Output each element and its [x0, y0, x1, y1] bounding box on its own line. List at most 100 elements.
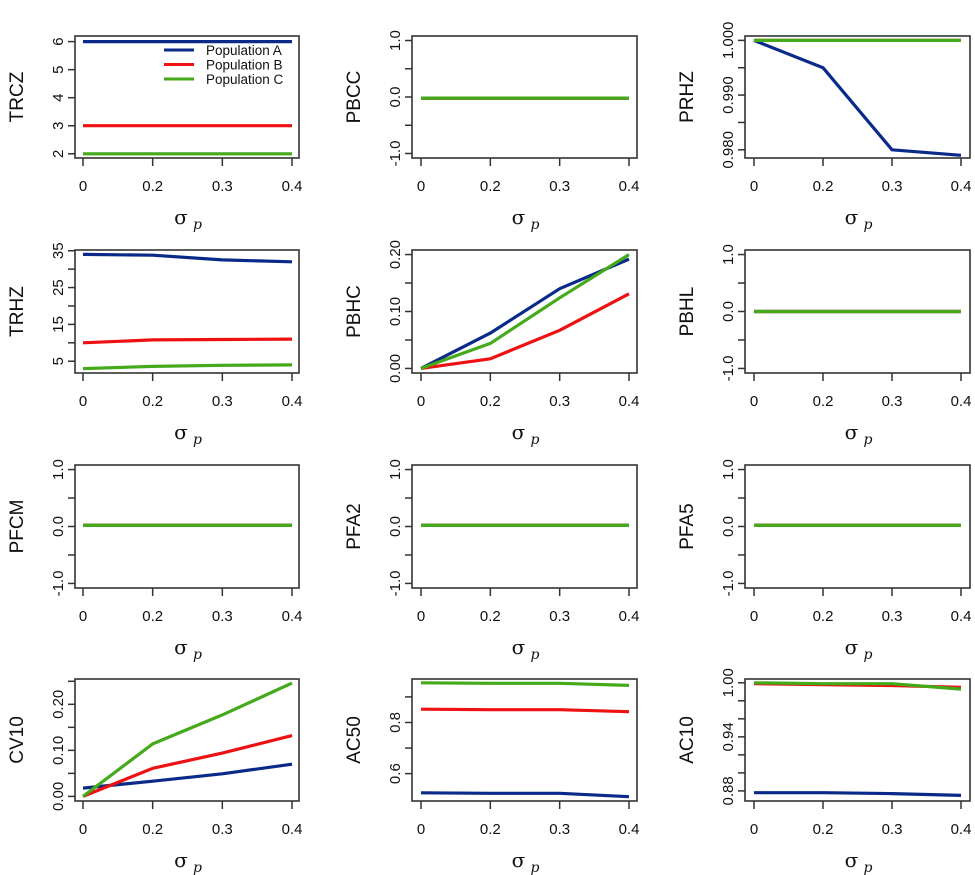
y-axis-title: PFCM — [7, 500, 28, 554]
x-tick-label: 0.4 — [619, 393, 640, 410]
panel-pfcm: -1.0 0.0 1.0 0 0.2 0.3 0.4 PFCM σ p — [7, 459, 302, 663]
y-tick-label: 1.0 — [387, 30, 404, 51]
y-tick-label: 0.0 — [387, 87, 404, 108]
x-axis-title-subscript: p — [531, 860, 540, 875]
y-tick-label: 25 — [50, 279, 67, 296]
panel-ac50: 0.6 0.8 0 0.2 0.3 0.4 AC50 σ p — [344, 678, 640, 875]
x-tick-label: 0.3 — [549, 178, 570, 195]
x-axis-title-subscript: p — [531, 217, 540, 233]
y-axis-title: PRHZ — [677, 71, 698, 123]
x-tick-label: 0 — [79, 393, 87, 410]
x-tick-label: 0.3 — [212, 821, 233, 838]
y-tick-label: 1.0 — [50, 459, 67, 480]
x-tick-label: 0.2 — [142, 393, 163, 410]
series-line-population-a — [82, 762, 293, 790]
series-line-population-a — [754, 791, 962, 797]
y-tick-label: 1.00 — [720, 668, 737, 697]
x-axis-title: σ — [512, 420, 526, 444]
y-axis-title: PBCC — [344, 71, 365, 124]
x-tick-label: 0.2 — [480, 608, 501, 625]
y-tick-label: 1.000 — [720, 22, 737, 60]
y-tick-label: 0.0 — [387, 516, 404, 537]
x-tick-label: 0 — [417, 393, 425, 410]
series-line-population-b — [82, 734, 293, 798]
y-axis-title: PFA2 — [344, 503, 365, 549]
x-tick-label: 0.4 — [282, 821, 303, 838]
x-tick-label: 0.4 — [951, 821, 972, 838]
x-axis-title: σ — [512, 205, 526, 229]
panel-pbhl: -1.0 0.0 1.0 0 0.2 0.3 0.4 PBHL σ p — [677, 244, 971, 448]
y-axis-title: AC50 — [344, 716, 365, 764]
x-tick-label: 0.2 — [480, 821, 501, 838]
x-tick-label: 0.4 — [619, 608, 640, 625]
x-tick-label: 0.4 — [951, 608, 972, 625]
x-axis-title-subscript: p — [531, 647, 540, 663]
y-tick-label: 0.10 — [387, 297, 404, 326]
y-tick-label: 0.980 — [720, 131, 737, 169]
y-tick-label: 0.88 — [720, 776, 737, 805]
y-axis-title: TRHZ — [7, 286, 28, 337]
x-tick-label: 0.3 — [549, 608, 570, 625]
y-tick-label: 0.00 — [50, 782, 67, 811]
x-axis-title-subscript: p — [193, 647, 202, 663]
series-line-population-c — [420, 681, 630, 687]
x-tick-label: 0.3 — [882, 393, 903, 410]
series-line-population-b — [82, 337, 293, 345]
x-tick-label: 0 — [79, 821, 87, 838]
x-tick-label: 0 — [79, 608, 87, 625]
series-line-population-c — [420, 253, 630, 370]
y-tick-label: 1.0 — [720, 244, 737, 265]
x-tick-label: 0.4 — [282, 178, 303, 195]
plot-frame — [74, 678, 300, 802]
y-tick-label: 0.0 — [720, 516, 737, 537]
x-tick-label: 0 — [79, 178, 87, 195]
legend-label: Population B — [206, 58, 283, 73]
y-tick-label: 0.20 — [50, 690, 67, 719]
x-tick-label: 0.2 — [813, 608, 834, 625]
y-tick-label: 1.0 — [387, 459, 404, 480]
panel-pbcc: -1.0 0.0 1.0 0 0.2 0.3 0.4 PBCC σ p — [344, 30, 639, 233]
x-tick-label: 0 — [750, 178, 758, 195]
x-tick-label: 0.4 — [951, 178, 972, 195]
y-tick-label: 2 — [50, 150, 67, 158]
x-axis-title-subscript: p — [193, 432, 202, 448]
x-axis-title: σ — [845, 205, 859, 229]
plot-frame — [744, 35, 971, 159]
x-axis-title: σ — [845, 635, 859, 659]
y-tick-label: 0.20 — [387, 240, 404, 269]
x-axis-title-subscript: p — [193, 217, 202, 233]
x-tick-label: 0.3 — [882, 821, 903, 838]
y-tick-label: 0.0 — [720, 301, 737, 322]
x-tick-label: 0.3 — [212, 178, 233, 195]
y-tick-label: -1.0 — [50, 571, 67, 597]
x-tick-label: 0 — [417, 608, 425, 625]
legend-label: Population A — [206, 43, 282, 58]
y-tick-label: 6 — [50, 37, 67, 45]
y-tick-label: 0.94 — [720, 722, 737, 751]
x-axis-title-subscript: p — [864, 647, 873, 663]
panel-trhz: 5 15 25 35 0 0.2 0.3 0.4 TRHZ σ p — [7, 242, 302, 448]
series-line-population-a — [753, 38, 962, 157]
x-tick-label: 0.2 — [142, 821, 163, 838]
x-tick-label: 0.2 — [813, 178, 834, 195]
y-tick-label: -1.0 — [387, 141, 404, 167]
panel-pfa2: -1.0 0.0 1.0 0 0.2 0.3 0.4 PFA2 σ p — [344, 459, 639, 663]
panel-cv10: 0.00 0.10 0.20 0 0.2 0.3 0.4 CV10 σ p — [7, 678, 303, 875]
x-axis-title: σ — [512, 848, 526, 872]
y-tick-label: 0.8 — [387, 712, 404, 733]
y-tick-label: -1.0 — [387, 571, 404, 597]
x-tick-label: 0.4 — [619, 178, 640, 195]
x-tick-label: 0.4 — [619, 821, 640, 838]
legend-label: Population C — [206, 72, 284, 87]
plot-frame — [74, 249, 300, 374]
y-tick-label: 4 — [50, 94, 67, 102]
x-tick-label: 0.2 — [480, 178, 501, 195]
y-tick-label: 0.10 — [50, 736, 67, 765]
x-tick-label: 0.4 — [282, 393, 303, 410]
x-tick-label: 0.4 — [282, 608, 303, 625]
plot-frame — [411, 678, 638, 802]
x-tick-label: 0 — [750, 821, 758, 838]
x-axis-title-subscript: p — [864, 217, 873, 233]
panel-ac10: 0.88 0.94 1.00 0 0.2 0.3 0.4 AC10 σ p — [677, 668, 971, 875]
